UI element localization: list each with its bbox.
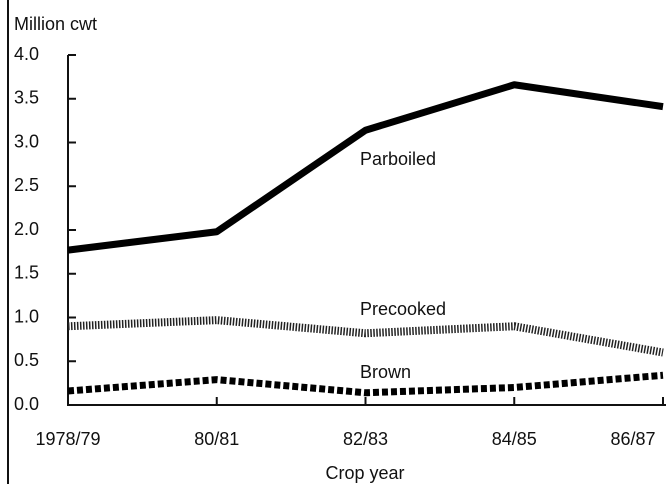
series-label: Brown	[360, 362, 411, 382]
x-tick-label: 82/83	[343, 429, 388, 449]
y-tick-label: 0.0	[14, 394, 39, 414]
y-tick-label: 1.5	[14, 263, 39, 283]
series-line	[67, 371, 664, 397]
chart-title: Million cwt	[14, 14, 97, 34]
series-line	[67, 81, 664, 254]
x-tick-label: 84/85	[492, 429, 537, 449]
series-label: Precooked	[360, 299, 446, 319]
x-tick-label: 86/87	[610, 429, 655, 449]
x-axis-label: Crop year	[325, 463, 404, 483]
y-tick-label: 0.5	[14, 350, 39, 370]
x-tick-label: 1978/79	[35, 429, 100, 449]
series-line	[67, 316, 664, 357]
y-tick-label: 1.0	[14, 306, 39, 326]
y-tick-label: 4.0	[14, 44, 39, 64]
y-tick-label: 3.5	[14, 88, 39, 108]
y-tick-label: 2.5	[14, 175, 39, 195]
y-tick-label: 3.0	[14, 131, 39, 151]
series-label: Parboiled	[360, 149, 436, 169]
x-tick-label: 80/81	[194, 429, 239, 449]
y-tick-label: 2.0	[14, 219, 39, 239]
